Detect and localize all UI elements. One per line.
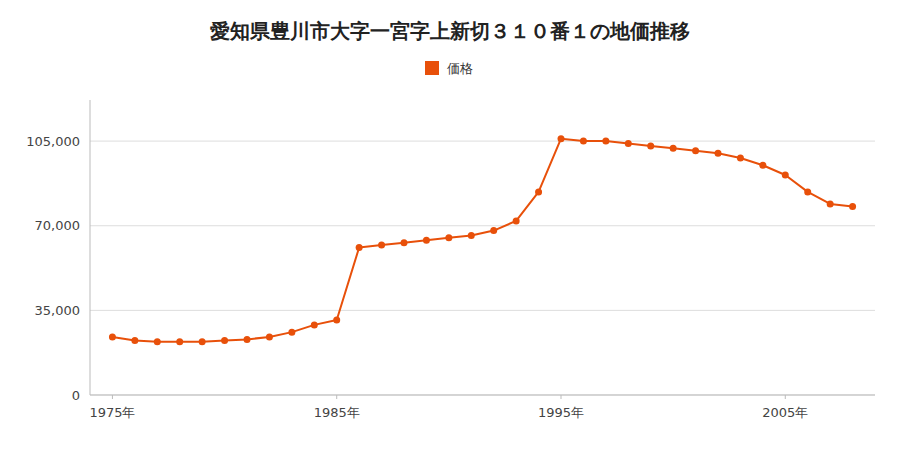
series-line xyxy=(112,139,852,342)
data-point xyxy=(288,329,295,336)
data-point xyxy=(490,227,497,234)
data-point xyxy=(154,338,161,345)
data-point xyxy=(401,239,408,246)
chart-title: 愛知県豊川市大字一宮字上新切３１０番１の地価推移 xyxy=(210,19,690,43)
data-point xyxy=(759,162,766,169)
x-tick-label: 2005年 xyxy=(762,405,808,420)
data-point xyxy=(558,135,565,142)
data-layer xyxy=(109,135,856,345)
data-point xyxy=(378,242,385,249)
data-point xyxy=(221,337,228,344)
x-tick xyxy=(561,395,562,399)
data-point xyxy=(580,138,587,145)
legend-swatch xyxy=(425,61,439,75)
data-point xyxy=(131,337,138,344)
x-tick xyxy=(785,395,786,399)
data-point xyxy=(468,232,475,239)
chart-container: 愛知県豊川市大字一宮字上新切３１０番１の地価推移 0 35,000 70,000 105… xyxy=(0,0,900,450)
data-point xyxy=(602,138,609,145)
data-point xyxy=(199,338,206,345)
data-point xyxy=(692,147,699,154)
grid-line xyxy=(90,395,875,396)
x-axis: 1975年 1985年 1995年 2005年 xyxy=(89,395,875,420)
data-point xyxy=(625,140,632,147)
grid-line xyxy=(90,141,875,142)
data-point xyxy=(176,338,183,345)
data-point xyxy=(737,155,744,162)
x-tick-label: 1995年 xyxy=(538,405,584,420)
y-tick-label: 0 xyxy=(72,388,80,403)
y-axis-line xyxy=(90,100,91,395)
y-tick-label: 35,000 xyxy=(35,303,81,318)
data-point xyxy=(311,321,318,328)
data-point xyxy=(266,333,273,340)
data-point xyxy=(333,317,340,324)
x-axis-line xyxy=(90,395,875,396)
data-point xyxy=(827,200,834,207)
grid xyxy=(90,141,875,395)
y-axis: 0 35,000 70,000 105,000 xyxy=(26,100,90,403)
data-point xyxy=(782,171,789,178)
x-tick xyxy=(336,395,337,399)
data-point xyxy=(670,145,677,152)
data-point xyxy=(109,333,116,340)
grid-line xyxy=(90,310,875,311)
grid-line xyxy=(90,225,875,226)
data-point xyxy=(423,237,430,244)
data-point xyxy=(445,234,452,241)
x-tick-label: 1985年 xyxy=(314,405,360,420)
x-tick xyxy=(112,395,113,399)
data-point xyxy=(513,217,520,224)
x-tick-label: 1975年 xyxy=(89,405,135,420)
legend-label: 価格 xyxy=(447,61,473,76)
data-point xyxy=(647,142,654,149)
y-tick-label: 105,000 xyxy=(26,134,80,149)
data-point xyxy=(244,336,251,343)
chart-svg: 愛知県豊川市大字一宮字上新切３１０番１の地価推移 0 35,000 70,000 105… xyxy=(0,0,900,450)
data-point xyxy=(356,244,363,251)
data-point xyxy=(849,203,856,210)
data-point xyxy=(535,188,542,195)
y-tick-label: 70,000 xyxy=(35,218,81,233)
data-point xyxy=(715,150,722,157)
data-point xyxy=(804,188,811,195)
legend: 価格 xyxy=(425,61,473,76)
